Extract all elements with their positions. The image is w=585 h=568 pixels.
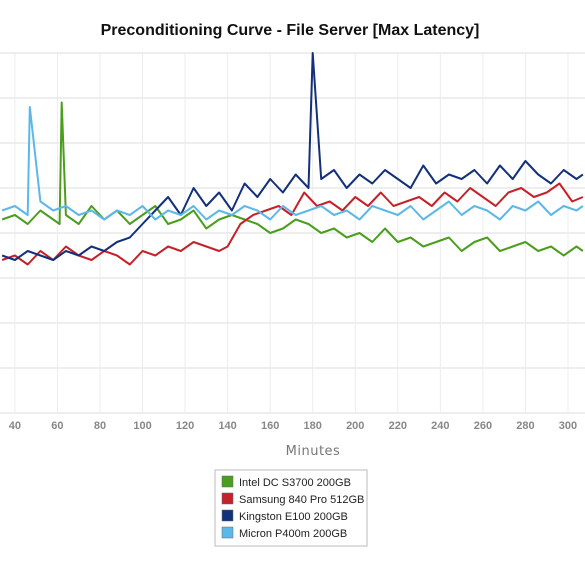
x-tick-label: 220 <box>389 420 407 432</box>
series-line-1 <box>1 101 584 257</box>
x-tick-label: 180 <box>304 420 322 432</box>
legend: Intel DC S3700 200GB Samsung 840 Pro 512G… <box>214 469 368 547</box>
x-tick-label: 40 <box>9 420 21 432</box>
legend-label: Micron P400m 200GB <box>239 528 347 540</box>
x-tick-label: 60 <box>51 420 63 432</box>
x-tick-label: 280 <box>516 420 534 432</box>
legend-label: Kingston E100 200GB <box>239 511 348 523</box>
x-tick-label: 80 <box>94 420 106 432</box>
legend-swatch <box>221 475 234 488</box>
chart-title: Preconditioning Curve - File Server [Max… <box>101 22 480 39</box>
legend-swatch <box>221 509 234 522</box>
x-tick-label: 160 <box>261 420 279 432</box>
legend-label: Intel DC S3700 200GB <box>239 477 351 489</box>
legend-box <box>214 469 368 547</box>
x-axis-title: Minutes <box>286 444 341 459</box>
series-line-3 <box>1 52 584 261</box>
x-axis-ticks: 40 60 80 100 120 140 160 180 200 220 240 260 280 300 <box>9 420 577 432</box>
legend-swatch <box>221 526 234 539</box>
x-tick-label: 100 <box>133 420 151 432</box>
gridlines <box>0 52 585 414</box>
x-tick-label: 200 <box>346 420 364 432</box>
x-tick-label: 120 <box>176 420 194 432</box>
series-line-4 <box>1 106 584 221</box>
x-tick-label: 260 <box>474 420 492 432</box>
series-line-2 <box>1 182 584 266</box>
series-lines <box>1 52 584 266</box>
x-tick-label: 300 <box>559 420 577 432</box>
legend-label: Samsung 840 Pro 512GB <box>239 494 364 506</box>
legend-swatch <box>221 492 234 505</box>
x-tick-label: 240 <box>431 420 449 432</box>
x-tick-label: 140 <box>218 420 236 432</box>
